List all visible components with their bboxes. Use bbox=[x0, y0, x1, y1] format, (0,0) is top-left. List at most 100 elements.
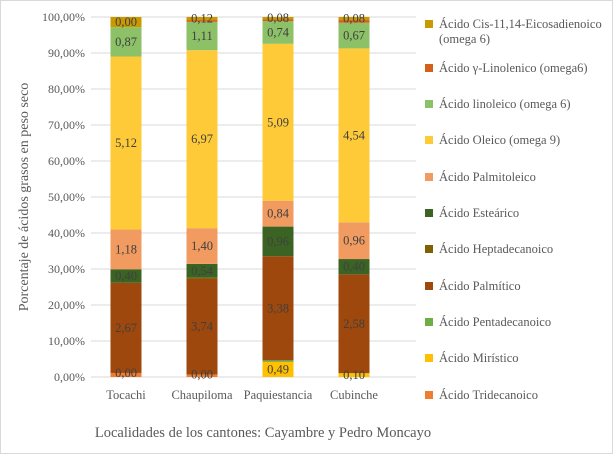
y-tick-label: 0,00% bbox=[54, 370, 85, 384]
legend-swatch bbox=[425, 282, 433, 290]
data-label: 0,54 bbox=[191, 264, 214, 278]
data-label: 1,11 bbox=[191, 29, 212, 43]
x-axis-title: Localidades de los cantones: Cayambre y … bbox=[95, 425, 431, 441]
bar-segment bbox=[110, 17, 142, 28]
legend-swatch bbox=[425, 354, 433, 362]
bar-segment bbox=[186, 21, 218, 51]
y-tick-label: 50,00% bbox=[48, 190, 85, 204]
data-label: 0,40 bbox=[115, 269, 137, 283]
data-label: 2,58 bbox=[343, 317, 365, 331]
data-label: 6,97 bbox=[191, 132, 213, 146]
bar-segment bbox=[262, 43, 294, 201]
data-label: 1,40 bbox=[191, 239, 213, 253]
bar-segment bbox=[338, 48, 370, 223]
bar-segment bbox=[186, 20, 218, 22]
legend-label: Ácido Oleico (omega 9) bbox=[439, 133, 561, 147]
legend-label: Ácido γ-Linolenico (omega6) bbox=[439, 61, 588, 75]
data-label: 0,00 bbox=[191, 367, 213, 381]
bar-segment bbox=[262, 361, 294, 377]
legend-label: Ácido Tridecanoico bbox=[439, 388, 538, 402]
bar-segment bbox=[338, 274, 370, 374]
legend-label: Ácido Pentadecanoico bbox=[439, 315, 552, 329]
bar-segment bbox=[262, 200, 294, 227]
legend-swatch bbox=[425, 173, 433, 181]
y-tick-label: 30,00% bbox=[48, 262, 85, 276]
legend-label: Ácido Esteárico bbox=[439, 206, 520, 220]
bar-segment bbox=[110, 372, 142, 377]
bar-segment bbox=[262, 256, 294, 361]
bar-segment bbox=[110, 282, 142, 373]
bar-segment bbox=[186, 263, 218, 278]
data-label: 0,08 bbox=[267, 11, 289, 25]
bar-segment bbox=[110, 229, 142, 270]
legend-label: Ácido Palmítico bbox=[439, 279, 521, 293]
legend-swatch bbox=[425, 100, 433, 108]
bar-segment bbox=[262, 21, 294, 44]
data-label: 0,74 bbox=[267, 25, 290, 39]
bar-segment bbox=[186, 277, 218, 279]
bar-segment bbox=[262, 19, 294, 22]
y-tick-label: 20,00% bbox=[48, 298, 85, 312]
data-label: 5,12 bbox=[115, 136, 137, 150]
y-tick-label: 10,00% bbox=[48, 334, 85, 348]
data-label: 0,12 bbox=[191, 12, 213, 26]
x-tick-label: Paquiestancia bbox=[244, 388, 313, 402]
data-label: 0,87 bbox=[115, 35, 137, 49]
legend-label: Ácido Heptadecanoico bbox=[439, 242, 554, 256]
legend-swatch bbox=[425, 318, 433, 326]
legend-swatch bbox=[425, 209, 433, 217]
bar-segment bbox=[262, 17, 294, 20]
bar-segment bbox=[338, 20, 370, 23]
bar-segment bbox=[262, 226, 294, 257]
data-label: 0,96 bbox=[343, 234, 365, 248]
data-label: 0,49 bbox=[267, 362, 289, 376]
legend-label: Ácido linoleico (omega 6) bbox=[439, 97, 571, 111]
bar-segment bbox=[338, 373, 370, 377]
bar-segment bbox=[338, 17, 370, 21]
data-label: 0,96 bbox=[267, 234, 289, 248]
y-tick-label: 90,00% bbox=[48, 46, 85, 60]
bar-segment bbox=[110, 269, 142, 283]
y-tick-label: 70,00% bbox=[48, 118, 85, 132]
legend-swatch bbox=[425, 64, 433, 72]
data-label: 0,00 bbox=[115, 366, 137, 380]
legend-swatch bbox=[425, 136, 433, 144]
x-tick-label: Tocachi bbox=[106, 388, 146, 402]
legend-swatch bbox=[425, 391, 433, 399]
x-tick-label: Chaupiloma bbox=[171, 388, 233, 402]
data-label: 0,67 bbox=[343, 29, 365, 43]
y-tick-label: 100,00% bbox=[42, 10, 85, 24]
legend-label: Ácido Mirístico bbox=[439, 351, 519, 365]
legend-label: Ácido Cis-11,14-Eicosadienoico (omega 6) bbox=[439, 17, 602, 46]
data-label: 2,67 bbox=[115, 321, 137, 335]
bar-segment bbox=[110, 27, 142, 57]
y-tick-label: 80,00% bbox=[48, 82, 85, 96]
data-label: 0,00 bbox=[115, 15, 137, 29]
bar-segment bbox=[338, 259, 370, 275]
data-label: 0,84 bbox=[267, 207, 290, 221]
bar-segment bbox=[338, 222, 370, 260]
data-label: 0,08 bbox=[343, 12, 365, 26]
legend-swatch bbox=[425, 20, 433, 28]
bar-segment bbox=[338, 22, 370, 49]
y-axis-title: Porcentaje de ácidos grasos en peso seco bbox=[17, 83, 32, 312]
bar-segment bbox=[186, 50, 218, 229]
data-label: 1,18 bbox=[115, 242, 137, 256]
bar-segment bbox=[262, 360, 294, 362]
bar-segment bbox=[186, 278, 218, 375]
bar-segment bbox=[186, 228, 218, 264]
x-tick-label: Cubinche bbox=[330, 388, 378, 402]
data-label: 0,40 bbox=[343, 260, 365, 274]
bar-segment bbox=[186, 374, 218, 377]
y-tick-label: 40,00% bbox=[48, 226, 85, 240]
bar-segment bbox=[186, 17, 218, 21]
legend-swatch bbox=[425, 245, 433, 253]
data-label: 3,38 bbox=[267, 301, 289, 315]
legend-label: Ácido Palmitoleico bbox=[439, 170, 536, 184]
data-label: 3,74 bbox=[191, 320, 214, 334]
data-label: 4,54 bbox=[343, 128, 366, 142]
bar-segment bbox=[110, 56, 142, 230]
data-label: 0,10 bbox=[343, 368, 365, 382]
